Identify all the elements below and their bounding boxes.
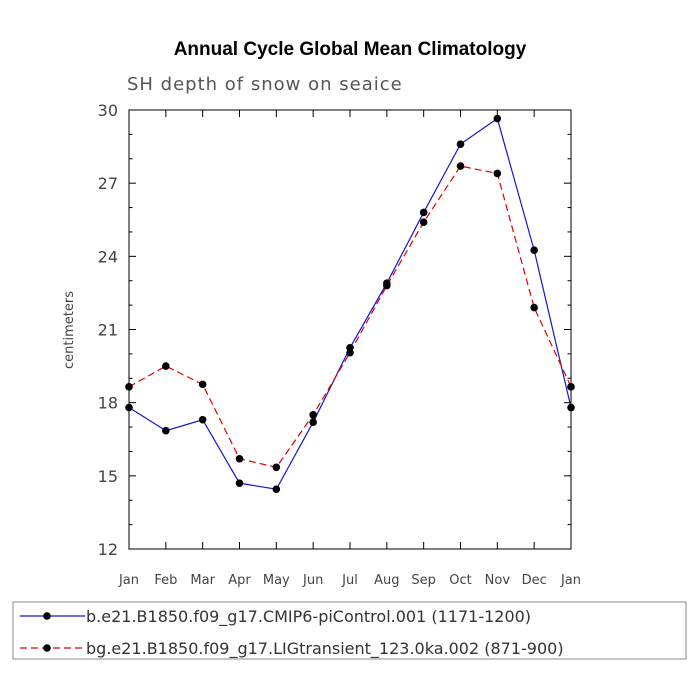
data-point-s1-5 [309, 418, 317, 426]
plot-frame [128, 109, 572, 550]
x-tick-label: Aug [374, 573, 399, 588]
data-point-s2-8 [419, 218, 428, 226]
data-point-s2-11 [530, 303, 538, 312]
data-point-s2-10 [493, 169, 502, 178]
x-tick-label: Oct [449, 573, 471, 588]
data-point-s2-1 [162, 362, 170, 370]
x-tick-label: Jul [341, 573, 358, 588]
data-point-s1-4 [272, 485, 281, 494]
y-tick-label: 12 [98, 540, 118, 559]
x-tick-label: Jan [118, 573, 139, 588]
x-tick-label: May [263, 573, 290, 588]
data-point-s2-2 [198, 380, 207, 389]
x-tick-label: Jan [560, 573, 581, 588]
data-point-s2-5 [309, 411, 317, 419]
legend-box [12, 601, 687, 660]
data-point-s2-6 [346, 348, 354, 357]
data-point-s1-9 [456, 140, 465, 148]
legend-label-2: bg.e21.B1850.f09_g17.LIGtransient_123.0k… [86, 639, 564, 659]
data-point-s2-3 [235, 454, 244, 463]
data-point-s1-12 [567, 403, 575, 412]
x-tick-label: Feb [154, 573, 177, 588]
legend: b.e21.B1850.f09_g17.CMIP6-piControl.001 … [20, 607, 564, 659]
legend-marker-1 [43, 612, 51, 620]
x-tick-label: Apr [228, 573, 251, 588]
y-tick-label: 30 [98, 101, 118, 120]
data-point-s1-10 [493, 114, 502, 123]
data-point-s2-9 [456, 162, 465, 170]
data-point-s1-1 [162, 426, 170, 435]
data-point-s1-8 [419, 208, 428, 217]
data-point-s1-11 [530, 246, 538, 255]
y-tick-labels: 12 15 18 21 24 27 30 [98, 101, 118, 559]
y-tick-label: 18 [98, 394, 118, 413]
x-tick-label: Jun [302, 573, 323, 588]
chart-title: Annual Cycle Global Mean Climatology [174, 39, 527, 60]
y-tick-label: 27 [98, 174, 118, 193]
data-point-s2-4 [272, 463, 281, 472]
legend-marker-2 [43, 644, 51, 652]
chart-subtitle: SH depth of snow on seaice [127, 74, 403, 95]
axis-ticks [128, 109, 572, 550]
x-tick-label: Mar [190, 573, 215, 588]
data-point-s1-0 [125, 403, 133, 412]
data-point-s2-0 [125, 383, 133, 391]
y-tick-label: 15 [98, 467, 118, 486]
data-point-s2-7 [383, 281, 391, 290]
y-axis-label: centimeters [62, 291, 77, 369]
data-point-s1-3 [235, 479, 244, 487]
x-tick-label: Dec [522, 573, 547, 588]
x-tick-labels: Jan Feb Mar Apr May Jun Jul Aug Sep Oct Nov Dec Jan [118, 573, 581, 588]
series-line-1 [128, 117, 572, 490]
series-layer [125, 114, 575, 494]
y-tick-label: 21 [98, 321, 118, 340]
y-tick-label: 24 [98, 247, 118, 266]
x-tick-label: Nov [485, 573, 511, 588]
data-point-s2-12 [567, 383, 575, 391]
data-point-s1-2 [198, 415, 207, 424]
x-tick-label: Sep [411, 573, 436, 588]
legend-label-1: b.e21.B1850.f09_g17.CMIP6-piControl.001 … [86, 607, 531, 627]
